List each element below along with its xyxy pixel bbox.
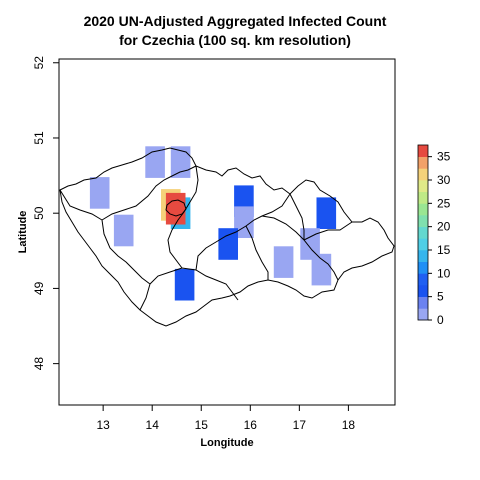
legend-color-bin bbox=[418, 191, 428, 204]
legend-tick-label: 0 bbox=[437, 313, 444, 327]
legend-tick-label: 15 bbox=[437, 243, 451, 257]
region-boundary bbox=[101, 219, 151, 285]
heat-cell bbox=[316, 197, 337, 229]
x-tick-label: 15 bbox=[195, 418, 209, 432]
legend-color-bin bbox=[418, 285, 428, 297]
y-tick-label: 51 bbox=[32, 131, 46, 145]
region-boundary bbox=[261, 215, 339, 281]
country-outline bbox=[59, 147, 395, 327]
legend-color-bin bbox=[418, 296, 428, 309]
region-boundary bbox=[303, 221, 353, 241]
heat-cell bbox=[300, 228, 320, 260]
y-tick-label: 48 bbox=[32, 357, 46, 371]
legend-color-bin bbox=[418, 215, 428, 227]
region-boundary bbox=[245, 225, 269, 280]
y-tick-label: 49 bbox=[32, 281, 46, 295]
x-tick-label: 17 bbox=[293, 418, 307, 432]
legend-color-bin bbox=[418, 226, 428, 239]
region-boundary bbox=[139, 283, 151, 311]
x-tick-label: 16 bbox=[244, 418, 258, 432]
heat-cell bbox=[218, 228, 238, 260]
region-boundary bbox=[195, 193, 291, 271]
region-boundaries bbox=[59, 147, 395, 327]
legend-color-bin bbox=[418, 180, 428, 192]
x-tick-label: 18 bbox=[342, 418, 356, 432]
plot-frame bbox=[58, 58, 396, 406]
x-tick-label: 14 bbox=[146, 418, 160, 432]
legend-color-bin bbox=[418, 156, 428, 169]
x-tick-label: 13 bbox=[96, 418, 110, 432]
legend-color-bin bbox=[418, 203, 428, 216]
legend-tick-label: 25 bbox=[437, 196, 451, 210]
region-boundary bbox=[101, 165, 197, 221]
region-boundary bbox=[149, 267, 239, 301]
y-axis-label: Latitude bbox=[17, 211, 29, 254]
y-axis: 48 49 50 51 52 bbox=[32, 56, 59, 371]
legend-tick-label: 20 bbox=[437, 220, 451, 234]
x-axis-label: Longitude bbox=[200, 437, 253, 449]
legend-color-bin bbox=[418, 250, 428, 262]
legend-tick-label: 10 bbox=[437, 266, 451, 280]
heat-cells bbox=[89, 146, 337, 301]
heat-cell bbox=[273, 246, 294, 278]
legend-color-bin bbox=[418, 261, 428, 274]
legend-tick-label: 35 bbox=[437, 150, 451, 164]
legend-color-bin bbox=[418, 308, 428, 321]
legend-tick-label: 30 bbox=[437, 173, 451, 187]
region-boundary bbox=[289, 193, 305, 240]
legend-color-bin bbox=[418, 238, 428, 251]
legend-color-bin bbox=[418, 168, 428, 181]
region-boundary bbox=[167, 165, 199, 269]
region-boundary bbox=[59, 189, 103, 221]
chart-title-line-1: 2020 UN-Adjusted Aggregated Infected Cou… bbox=[84, 13, 387, 29]
x-axis: 13 14 15 16 17 18 bbox=[96, 405, 355, 432]
color-legend: 0 5 10 15 20 25 30 35 bbox=[417, 144, 451, 327]
heat-cell bbox=[311, 253, 332, 286]
legend-tick-label: 5 bbox=[437, 290, 444, 304]
y-tick-label: 52 bbox=[32, 56, 46, 70]
heat-cell bbox=[170, 146, 191, 178]
heat-cell bbox=[145, 146, 165, 178]
chart-title-line-2: for Czechia (100 sq. km resolution) bbox=[119, 32, 351, 48]
heat-cell bbox=[174, 268, 195, 301]
legend-frame bbox=[417, 144, 429, 321]
y-tick-label: 50 bbox=[32, 206, 46, 220]
prague-boundary bbox=[165, 199, 187, 217]
heat-cell bbox=[89, 177, 110, 209]
legend-color-bin bbox=[418, 145, 428, 157]
legend-color-bin bbox=[418, 273, 428, 286]
heat-cell bbox=[113, 214, 134, 247]
heat-cell bbox=[165, 192, 186, 225]
